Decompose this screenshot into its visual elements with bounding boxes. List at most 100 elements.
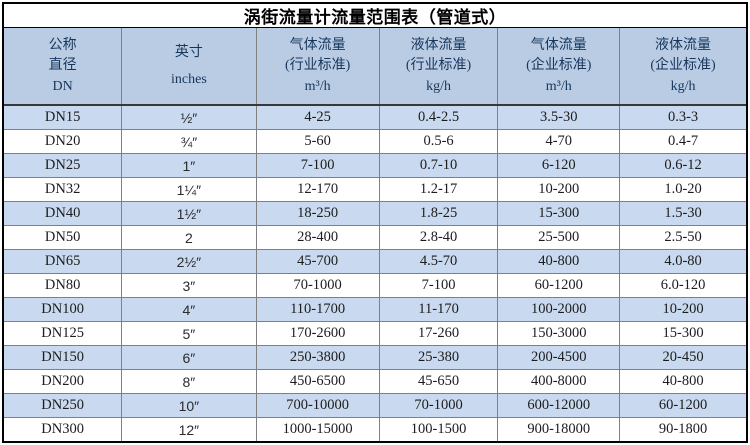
header-line: 公称 [48, 37, 77, 53]
header-line: 英寸 [174, 44, 203, 60]
column-header-inches: 英寸 inches [121, 28, 255, 104]
table-cell-gas-industry: 250-3800 [255, 346, 379, 369]
table-cell-gas-industry: 4-25 [255, 106, 379, 129]
table-cell-gas-enterprise: 40-800 [497, 250, 619, 273]
table-cell-gas-industry: 45-700 [255, 250, 379, 273]
header-line: (企业标准) [650, 58, 716, 74]
table-cell-dn: DN150 [41, 349, 84, 365]
table-cell-dn: DN125 [41, 325, 84, 341]
table-cell-liquid-enterprise: 1.0-20 [619, 178, 746, 201]
table-cell-gas-enterprise: 15-300 [497, 202, 619, 225]
table-row: DN100 4″ 110-1700 11-170 100-2000 10-200 [4, 297, 746, 321]
table-cell-inches: 4″ [121, 298, 255, 321]
table-cell-gas-enterprise: 100-2000 [497, 298, 619, 321]
table-cell-liquid-industry: 25-380 [378, 346, 498, 369]
table-cell-liquid-industry: 45-650 [378, 370, 498, 393]
table-cell-liquid-industry: 70-1000 [378, 394, 498, 417]
table-cell-dn: DN80 [44, 277, 81, 293]
column-header-liquid-enterprise: 液体流量 (企业标准) kg/h [619, 28, 746, 104]
table-cell-liquid-industry: 4.5-70 [378, 250, 498, 273]
table-cell-liquid-industry: 17-260 [378, 322, 498, 345]
table-cell-liquid-enterprise: 60-1200 [619, 394, 746, 417]
table-row: DN150 6″ 250-3800 25-380 200-4500 20-450 [4, 345, 746, 369]
table-cell-dn: DN65 [44, 253, 81, 269]
table-row: DN300 12″ 1000-15000 100-1500 900-18000 … [4, 417, 746, 441]
table-cell-dn: DN20 [44, 133, 81, 149]
table-cell-gas-enterprise: 150-3000 [497, 322, 619, 345]
table-cell-liquid-industry: 0.4-2.5 [378, 106, 498, 129]
table-cell-liquid-industry: 2.8-40 [378, 226, 498, 249]
table-cell-liquid-industry: 1.8-25 [378, 202, 498, 225]
table-row: DN65 2½″ 45-700 4.5-70 40-800 4.0-80 [4, 249, 746, 273]
header-line: kg/h [670, 78, 696, 94]
table-cell-liquid-enterprise: 0.4-7 [619, 130, 746, 153]
table-cell-liquid-enterprise: 6.0-120 [619, 274, 746, 297]
table-cell-gas-industry: 1000-15000 [255, 418, 379, 441]
table-row: DN250 10″ 700-10000 70-1000 600-12000 60… [4, 393, 746, 417]
table-cell-inches: 6″ [121, 346, 255, 369]
table-cell-liquid-industry: 0.5-6 [378, 130, 498, 153]
table-cell-liquid-industry: 7-100 [378, 274, 498, 297]
header-line: kg/h [426, 78, 451, 94]
table-cell-gas-enterprise: 200-4500 [497, 346, 619, 369]
table-cell-liquid-enterprise: 0.3-3 [619, 106, 746, 129]
table-row: DN25 1″ 7-100 0.7-10 6-120 0.6-12 [4, 153, 746, 177]
table-cell-inches: 10″ [121, 394, 255, 417]
header-line: (企业标准) [526, 58, 592, 74]
table-cell-liquid-industry: 11-170 [378, 298, 498, 321]
table-cell-gas-industry: 12-170 [255, 178, 379, 201]
table-title: 涡街流量计流量范围表（管道式） [4, 4, 746, 28]
table-cell-liquid-enterprise: 2.5-50 [619, 226, 746, 249]
table-cell-inches: 12″ [121, 418, 255, 441]
table-cell-gas-enterprise: 4-70 [497, 130, 619, 153]
table-cell-liquid-industry: 1.2-17 [378, 178, 498, 201]
table-cell-inches: 1½″ [121, 202, 255, 225]
table-cell-gas-enterprise: 25-500 [497, 226, 619, 249]
table-cell-liquid-enterprise: 10-200 [619, 298, 746, 321]
column-header-gas-enterprise: 气体流量 (企业标准) m³/h [497, 28, 619, 104]
table-cell-liquid-enterprise: 0.6-12 [619, 154, 746, 177]
table-row: DN125 5″ 170-2600 17-260 150-3000 15-300 [4, 321, 746, 345]
table-cell-inches: 1″ [121, 154, 255, 177]
column-header-liquid-industry: 液体流量 (行业标准) kg/h [378, 28, 498, 104]
table-cell-gas-industry: 170-2600 [255, 322, 379, 345]
table-cell-dn: DN25 [44, 157, 81, 173]
table-cell-gas-industry: 450-6500 [255, 370, 379, 393]
table-cell-gas-enterprise: 6-120 [497, 154, 619, 177]
table-row: DN200 8″ 450-6500 45-650 400-8000 40-800 [4, 369, 746, 393]
table-cell-gas-industry: 70-1000 [255, 274, 379, 297]
header-line: 液体流量 [410, 37, 467, 53]
table-cell-gas-enterprise: 600-12000 [497, 394, 619, 417]
table-row: DN32 1¼″ 12-170 1.2-17 10-200 1.0-20 [4, 177, 746, 201]
header-line: DN [52, 78, 73, 94]
header-line: (行业标准) [405, 58, 472, 74]
table-cell-inches: ½″ [121, 106, 255, 129]
table-cell-gas-enterprise: 10-200 [497, 178, 619, 201]
table-header-row: 公称 直径 DN 英寸 inches 气体流量 (行业标准) m³/h 液体流量… [4, 28, 746, 106]
table-cell-liquid-enterprise: 90-1800 [619, 418, 746, 441]
table-cell-dn: DN15 [44, 109, 81, 125]
table-row: DN80 3″ 70-1000 7-100 60-1200 6.0-120 [4, 273, 746, 297]
table-cell-gas-enterprise: 400-8000 [497, 370, 619, 393]
table-cell-dn: DN300 [41, 421, 84, 437]
table-cell-inches: ¾″ [121, 130, 255, 153]
column-header-dn: 公称 直径 DN [4, 28, 121, 104]
table-cell-gas-enterprise: 3.5-30 [497, 106, 619, 129]
table-cell-inches: 3″ [121, 274, 255, 297]
table-cell-liquid-enterprise: 1.5-30 [619, 202, 746, 225]
table-cell-liquid-enterprise: 4.0-80 [619, 250, 746, 273]
table-cell-dn: DN100 [41, 301, 84, 317]
table-cell-gas-industry: 700-10000 [255, 394, 379, 417]
table-cell-liquid-industry: 0.7-10 [378, 154, 498, 177]
table-cell-inches: 2½″ [121, 250, 255, 273]
table-cell-gas-industry: 5-60 [255, 130, 379, 153]
header-line: 气体流量 [289, 37, 346, 53]
table-cell-liquid-enterprise: 20-450 [619, 346, 746, 369]
table-cell-dn: DN200 [41, 373, 84, 389]
table-row: DN50 2 28-400 2.8-40 25-500 2.5-50 [4, 225, 746, 249]
table-cell-gas-industry: 7-100 [255, 154, 379, 177]
header-line: 直径 [48, 58, 77, 74]
header-line: inches [171, 71, 207, 87]
table-cell-dn: DN40 [44, 205, 81, 221]
header-line: (行业标准) [284, 58, 351, 74]
